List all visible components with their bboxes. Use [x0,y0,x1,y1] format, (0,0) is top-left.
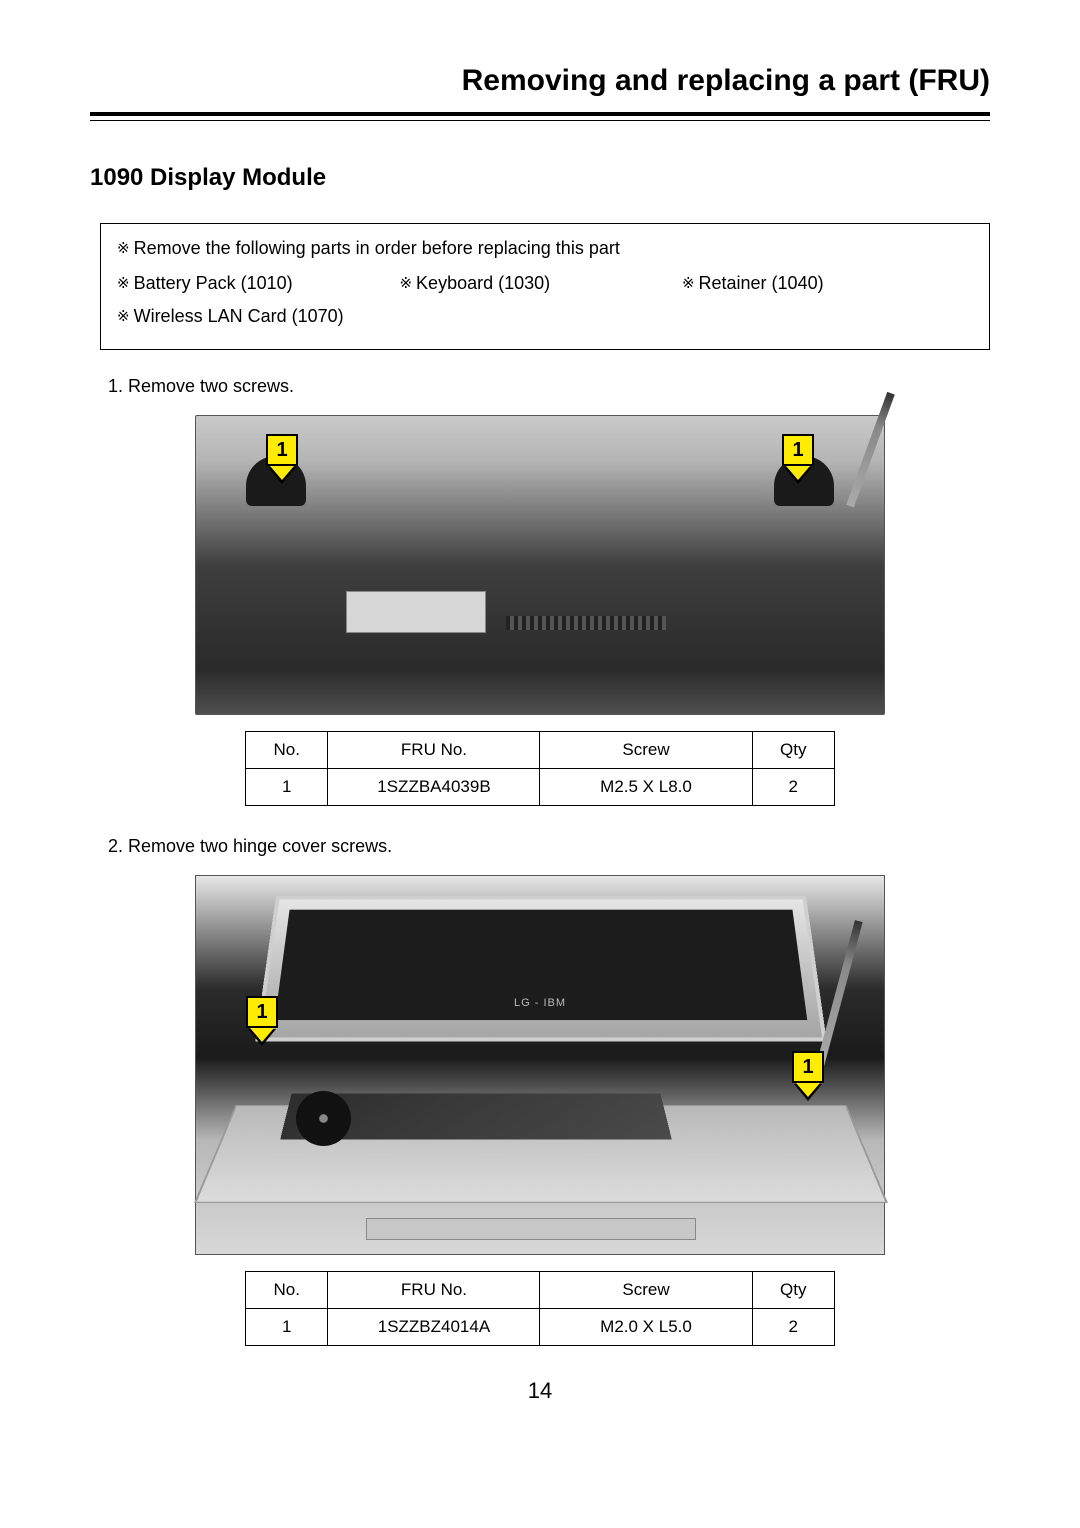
prerequisite-intro-text: Remove the following parts in order befo… [134,238,620,258]
table-header-cell: No. [246,732,328,769]
figure-1: 1 1 [195,415,885,715]
prerequisite-item: ※Wireless LAN Card (1070) [117,304,399,329]
brand-label: LG - IBM [514,996,566,1011]
table-row: 1 1SZZBA4039B M2.5 X L8.0 2 [246,769,835,806]
table-header-cell: Qty [752,1272,834,1309]
step-1-text: 1. Remove two screws. [108,374,990,399]
table-header-row: No. FRU No. Screw Qty [246,732,835,769]
table-header-cell: FRU No. [328,1272,540,1309]
prerequisite-item: ※Battery Pack (1010) [117,271,399,296]
screwdriver-icon [816,920,863,1067]
prerequisite-list: ※Battery Pack (1010) ※Keyboard (1030) ※R… [117,271,973,337]
prerequisite-item-text: Retainer (1040) [699,273,824,293]
header-rule [90,112,990,121]
prerequisite-item: ※Retainer (1040) [682,271,964,296]
table-cell: 1 [246,769,328,806]
prerequisite-item: ※Keyboard (1030) [399,271,681,296]
screwdriver-icon [846,392,895,507]
reference-mark-icon: ※ [117,308,130,325]
device-label [346,591,486,633]
reference-mark-icon: ※ [399,275,412,292]
reference-mark-icon: ※ [682,275,695,292]
table-cell: 1SZZBA4039B [328,769,540,806]
table-cell: 2 [752,769,834,806]
callout-marker: 1 [792,1051,824,1083]
table-header-cell: Screw [540,732,752,769]
touchpad-strip [366,1218,696,1240]
table-cell: 2 [752,1308,834,1345]
table-header-cell: FRU No. [328,732,540,769]
callout-marker: 1 [246,996,278,1028]
prerequisite-item-text: Keyboard (1030) [416,273,550,293]
page-number: 14 [90,1376,990,1407]
prerequisite-item-text: Wireless LAN Card (1070) [134,306,344,326]
fan-shape [296,1091,351,1146]
table-header-row: No. FRU No. Screw Qty [246,1272,835,1309]
callout-marker: 1 [266,434,298,466]
prerequisite-intro: ※Remove the following parts in order bef… [117,236,973,261]
table-cell: M2.0 X L5.0 [540,1308,752,1345]
vent-slots [506,616,666,630]
page-header-title: Removing and replacing a part (FRU) [90,60,990,112]
reference-mark-icon: ※ [117,275,130,292]
prerequisite-box: ※Remove the following parts in order bef… [100,223,990,351]
table-cell: 1SZZBZ4014A [328,1308,540,1345]
table-cell: M2.5 X L8.0 [540,769,752,806]
step-2-text: 2. Remove two hinge cover screws. [108,834,990,859]
table-header-cell: Qty [752,732,834,769]
figure-2: LG - IBM 1 1 [195,875,885,1255]
section-title: 1090 Display Module [90,161,990,195]
callout-marker: 1 [782,434,814,466]
table-header-cell: Screw [540,1272,752,1309]
laptop-screen-shape [255,896,826,1041]
prerequisite-item-text: Battery Pack (1010) [134,273,293,293]
screw-table-1: No. FRU No. Screw Qty 1 1SZZBA4039B M2.5… [245,731,835,806]
reference-mark-icon: ※ [117,240,130,257]
screw-table-2: No. FRU No. Screw Qty 1 1SZZBZ4014A M2.0… [245,1271,835,1346]
table-header-cell: No. [246,1272,328,1309]
table-cell: 1 [246,1308,328,1345]
table-row: 1 1SZZBZ4014A M2.0 X L5.0 2 [246,1308,835,1345]
